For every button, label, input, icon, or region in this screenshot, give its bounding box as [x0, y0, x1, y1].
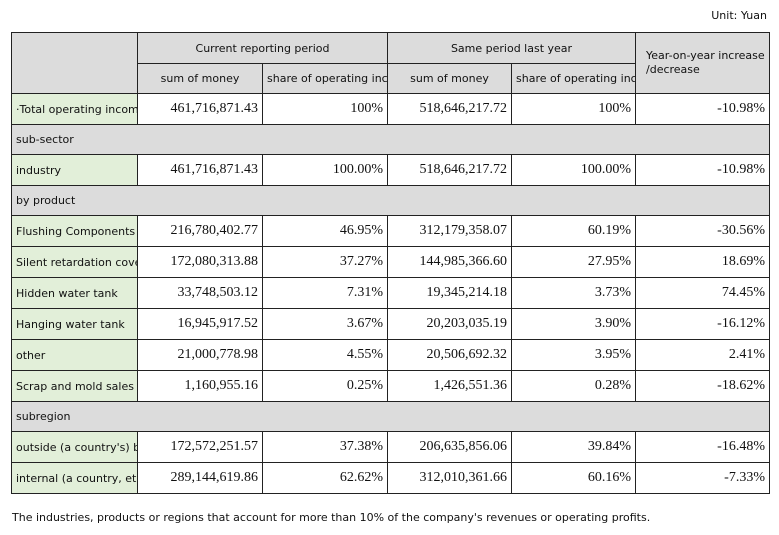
- cur-amount-cell: 21,000,778.98: [137, 339, 263, 371]
- last-amount-cell: 206,635,856.06: [387, 431, 512, 463]
- row-label: ·Total operating income: [11, 93, 138, 125]
- last-share-cell: 3.73%: [511, 277, 636, 309]
- cur-amount-cell: 16,945,917.52: [137, 308, 263, 340]
- table-row: Hidden water tank 33,748,503.12 7.31% 19,34…: [11, 277, 770, 309]
- revenue-table-body: Current reporting period Same period las…: [11, 32, 770, 494]
- cur-amount-cell: 172,080,313.88: [137, 246, 263, 278]
- header-cur-sum-of-money: sum of money: [137, 63, 263, 94]
- header-yoy: Year-on-year increase /decrease: [635, 32, 770, 94]
- cur-share-cell: 37.27%: [262, 246, 388, 278]
- last-amount-cell: 20,203,035.19: [387, 308, 512, 340]
- table-row: Scrap and mold sales 1,160,955.16 0.25% 1,4…: [11, 370, 770, 402]
- last-amount-cell: 518,646,217.72: [387, 93, 512, 125]
- cur-share-cell: 62.62%: [262, 462, 388, 494]
- table-row: Flushing Components 216,780,402.77 46.95% 3…: [11, 215, 770, 247]
- yoy-cell: -30.56%: [635, 215, 770, 247]
- last-amount-cell: 144,985,366.60: [387, 246, 512, 278]
- table-row: outside (a country's) borders172,572,251…: [11, 431, 770, 463]
- cur-amount-cell: 216,780,402.77: [137, 215, 263, 247]
- yoy-cell: 18.69%: [635, 246, 770, 278]
- cur-share-cell: 100.00%: [262, 154, 388, 186]
- last-amount-cell: 312,010,361.66: [387, 462, 512, 494]
- last-share-cell: 60.19%: [511, 215, 636, 247]
- yoy-cell: -18.62%: [635, 370, 770, 402]
- last-amount-cell: 19,345,214.18: [387, 277, 512, 309]
- yoy-cell: -7.33%: [635, 462, 770, 494]
- section-label: sub-sector: [11, 124, 770, 155]
- last-share-cell: 0.28%: [511, 370, 636, 402]
- cur-share-cell: 100%: [262, 93, 388, 125]
- table-row: industry 461,716,871.43 100.00% 518,646,217…: [11, 154, 770, 186]
- last-share-cell: 3.90%: [511, 308, 636, 340]
- table-row: internal (a country, etc.) 289,144,619.86…: [11, 462, 770, 494]
- cur-amount-cell: 33,748,503.12: [137, 277, 263, 309]
- section-row: sub-sector: [11, 124, 770, 155]
- row-label: industry: [11, 154, 138, 186]
- table-row: Hanging water tank 16,945,917.52 3.67% 20,2…: [11, 308, 770, 340]
- last-share-cell: 60.16%: [511, 462, 636, 494]
- row-label: Flushing Components: [11, 215, 138, 247]
- last-share-cell: 3.95%: [511, 339, 636, 371]
- yoy-cell: -16.12%: [635, 308, 770, 340]
- row-label: outside (a country's) borders: [11, 431, 138, 463]
- row-label: internal (a country, etc.): [11, 462, 138, 494]
- unit-label: Unit: Yuan: [711, 9, 767, 22]
- cur-amount-cell: 289,144,619.86: [137, 462, 263, 494]
- cur-share-cell: 4.55%: [262, 339, 388, 371]
- header-current-period: Current reporting period: [137, 32, 388, 64]
- yoy-cell: -10.98%: [635, 154, 770, 186]
- header-last-share: share of operating income: [511, 63, 636, 94]
- row-label: Scrap and mold sales: [11, 370, 138, 402]
- last-amount-cell: 312,179,358.07: [387, 215, 512, 247]
- header-last-sum-of-money: sum of money: [387, 63, 512, 94]
- row-label: other: [11, 339, 138, 371]
- last-share-cell: 100%: [511, 93, 636, 125]
- header-corner-cell: [11, 32, 138, 94]
- last-amount-cell: 20,506,692.32: [387, 339, 512, 371]
- last-amount-cell: 1,426,551.36: [387, 370, 512, 402]
- revenue-table: Current reporting period Same period las…: [11, 32, 770, 494]
- cur-share-cell: 0.25%: [262, 370, 388, 402]
- yoy-cell: 2.41%: [635, 339, 770, 371]
- last-share-cell: 100.00%: [511, 154, 636, 186]
- cur-amount-cell: 1,160,955.16: [137, 370, 263, 402]
- header-row-1: Current reporting period Same period las…: [11, 32, 770, 94]
- cur-share-cell: 37.38%: [262, 431, 388, 463]
- header-cur-share: share of operating income: [262, 63, 388, 94]
- cur-share-cell: 3.67%: [262, 308, 388, 340]
- last-share-cell: 39.84%: [511, 431, 636, 463]
- header-row-2: sum of money share of operating income s…: [12, 63, 770, 94]
- cur-share-cell: 7.31%: [262, 277, 388, 309]
- yoy-cell: -16.48%: [635, 431, 770, 463]
- footnote: The industries, products or regions that…: [12, 511, 651, 524]
- section-label: subregion: [11, 401, 770, 432]
- yoy-cell: -10.98%: [635, 93, 770, 125]
- cur-share-cell: 46.95%: [262, 215, 388, 247]
- table-row: Silent retardation cover 172,080,313.88 37…: [11, 246, 770, 278]
- yoy-cell: 74.45%: [635, 277, 770, 309]
- section-row: by product: [11, 185, 770, 216]
- header-same-period-last-year: Same period last year: [387, 32, 636, 64]
- cur-amount-cell: 172,572,251.57: [137, 431, 263, 463]
- row-label: Hidden water tank: [11, 277, 138, 309]
- last-amount-cell: 518,646,217.72: [387, 154, 512, 186]
- cur-amount-cell: 461,716,871.43: [137, 154, 263, 186]
- row-label: Hanging water tank: [11, 308, 138, 340]
- last-share-cell: 27.95%: [511, 246, 636, 278]
- table-row: ·Total operating income 461,716,871.43 100…: [11, 93, 770, 125]
- table-row: other 21,000,778.98 4.55% 20,506,692.32 3.95…: [11, 339, 770, 371]
- row-label: Silent retardation cover: [11, 246, 138, 278]
- section-row: subregion: [11, 401, 770, 432]
- section-label: by product: [11, 185, 770, 216]
- cur-amount-cell: 461,716,871.43: [137, 93, 263, 125]
